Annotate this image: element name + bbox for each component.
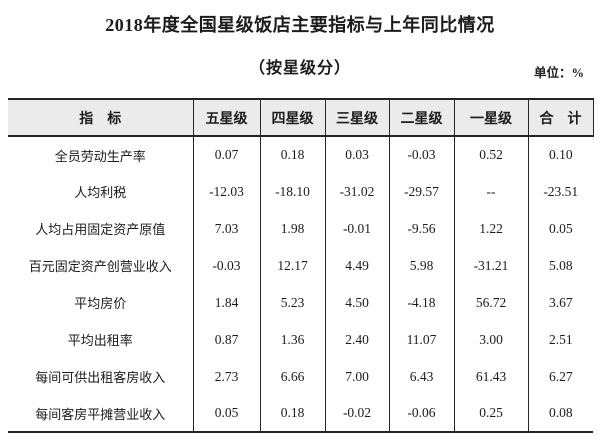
row-label: 全员劳动生产率	[54, 148, 146, 164]
table-row: 人均利税 -12.03 -18.10 -31.02 -29.57 -- -23.51	[8, 173, 593, 210]
value-cell: 0.25	[453, 395, 528, 433]
value-cell: -4.18	[388, 284, 454, 321]
value-cell: --	[453, 173, 528, 210]
column-header: 合 计	[527, 99, 594, 137]
value-cell: 7.00	[324, 358, 389, 395]
value-cell: 0.07	[192, 136, 260, 173]
value-cell: 5.23	[259, 284, 325, 321]
value-cell: 0.03	[324, 136, 389, 173]
value-cell: 0.08	[527, 395, 593, 433]
value-cell: -0.02	[324, 395, 389, 433]
value-cell: -29.57	[388, 173, 454, 210]
unit-label: 单位：%	[533, 66, 584, 80]
value-cell: 1.84	[192, 284, 260, 321]
value-cell: 1.98	[259, 210, 325, 247]
value-cell: 1.36	[259, 321, 325, 358]
value-cell: -12.03	[192, 173, 260, 210]
table-row: 平均出租率 0.87 1.36 2.40 11.07 3.00 2.51	[8, 321, 593, 358]
indicator-table: 指 标五星级 四星级 三星级 二星级 一星级合 计 全员劳动生产率 0.07 0.18 0.0…	[8, 98, 594, 433]
value-cell: 61.43	[453, 358, 528, 395]
value-cell: 6.27	[527, 358, 593, 395]
value-cell: 2.40	[324, 321, 389, 358]
column-header: 四星级	[259, 99, 325, 137]
column-header: 一星级	[453, 99, 528, 137]
row-label: 平均房价	[74, 296, 127, 311]
row-label: 每间客房平摊营业收入	[8, 395, 193, 433]
value-cell: -0.03	[192, 247, 260, 284]
value-cell: 0.18	[259, 395, 325, 433]
value-cell: 0.18	[259, 136, 325, 173]
value-cell: 3.67	[527, 284, 593, 321]
row-label: 平均出租率	[67, 333, 133, 348]
subhead-row: （按星级分） 单位：%	[0, 57, 600, 81]
value-cell: 0.52	[453, 136, 528, 173]
value-cell: -23.51	[527, 173, 593, 210]
page-title: 2018年度全国星级饭店主要指标与上年同比情况	[105, 15, 495, 35]
value-cell: 4.49	[324, 247, 389, 284]
value-cell: -31.21	[453, 247, 528, 284]
table-row: 全员劳动生产率 0.07 0.18 0.03 -0.03 0.52 0.10	[8, 136, 593, 173]
value-cell: 4.50	[324, 284, 389, 321]
table-row: 平均房价 1.84 5.23 4.50 -4.18 56.72 3.67	[8, 284, 593, 321]
value-cell: 1.22	[453, 210, 528, 247]
row-label: 百元固定资产创营业收入	[28, 259, 172, 274]
value-cell: 2.73	[192, 358, 260, 395]
value-cell: 0.87	[192, 321, 260, 358]
table-body: 全员劳动生产率 0.07 0.18 0.03 -0.03 0.52 0.10 人均利税 -12.…	[8, 136, 593, 433]
value-cell: 12.17	[259, 247, 325, 284]
value-cell: 56.72	[453, 284, 528, 321]
document-page: 2018年度全国星级饭店主要指标与上年同比情况 （按星级分） 单位：% 指 标五…	[0, 13, 600, 440]
value-cell: 6.66	[259, 358, 325, 395]
value-cell: -18.10	[259, 173, 325, 210]
indicator-column-header: 指 标	[8, 99, 193, 137]
value-cell: -31.02	[324, 173, 389, 210]
value-cell: 5.08	[527, 247, 593, 284]
table-row: 每间可供出租客房收入 2.73 6.66 7.00 6.43 61.43 6.27	[8, 358, 593, 395]
value-cell: -0.01	[324, 210, 389, 247]
row-label: 人均利税	[74, 185, 127, 200]
value-cell: 0.05	[527, 210, 593, 247]
column-header: 五星级	[192, 99, 260, 137]
value-cell: 6.43	[388, 358, 454, 395]
value-cell: -0.03	[388, 136, 454, 173]
column-header: 二星级	[388, 99, 454, 137]
table-row: 人均占用固定资产原值 7.03 1.98 -0.01 -9.56 1.22 0.05	[8, 210, 593, 247]
row-label: 每间可供出租客房收入	[35, 370, 166, 385]
table-row: 每间客房平摊营业收入 0.05 0.18 -0.02 -0.06 0.25 0.08	[8, 395, 593, 433]
value-cell: 11.07	[388, 321, 454, 358]
page-subtitle: （按星级分）	[248, 60, 351, 77]
value-cell: 5.98	[388, 247, 454, 284]
value-cell: -9.56	[388, 210, 454, 247]
value-cell: 7.03	[192, 210, 260, 247]
table-row: 百元固定资产创营业收入 -0.03 12.17 4.49 5.98 -31.21 5.08	[8, 247, 593, 284]
header-row: 指 标五星级 四星级 三星级 二星级 一星级合 计	[8, 99, 594, 137]
column-header: 三星级	[324, 99, 389, 137]
value-cell: 2.51	[527, 321, 593, 358]
value-cell: 3.00	[453, 321, 528, 358]
value-cell: -0.06	[388, 395, 454, 433]
value-cell: 0.05	[192, 395, 260, 433]
value-cell: 0.10	[527, 136, 593, 173]
row-label: 人均占用固定资产原值	[35, 222, 166, 237]
